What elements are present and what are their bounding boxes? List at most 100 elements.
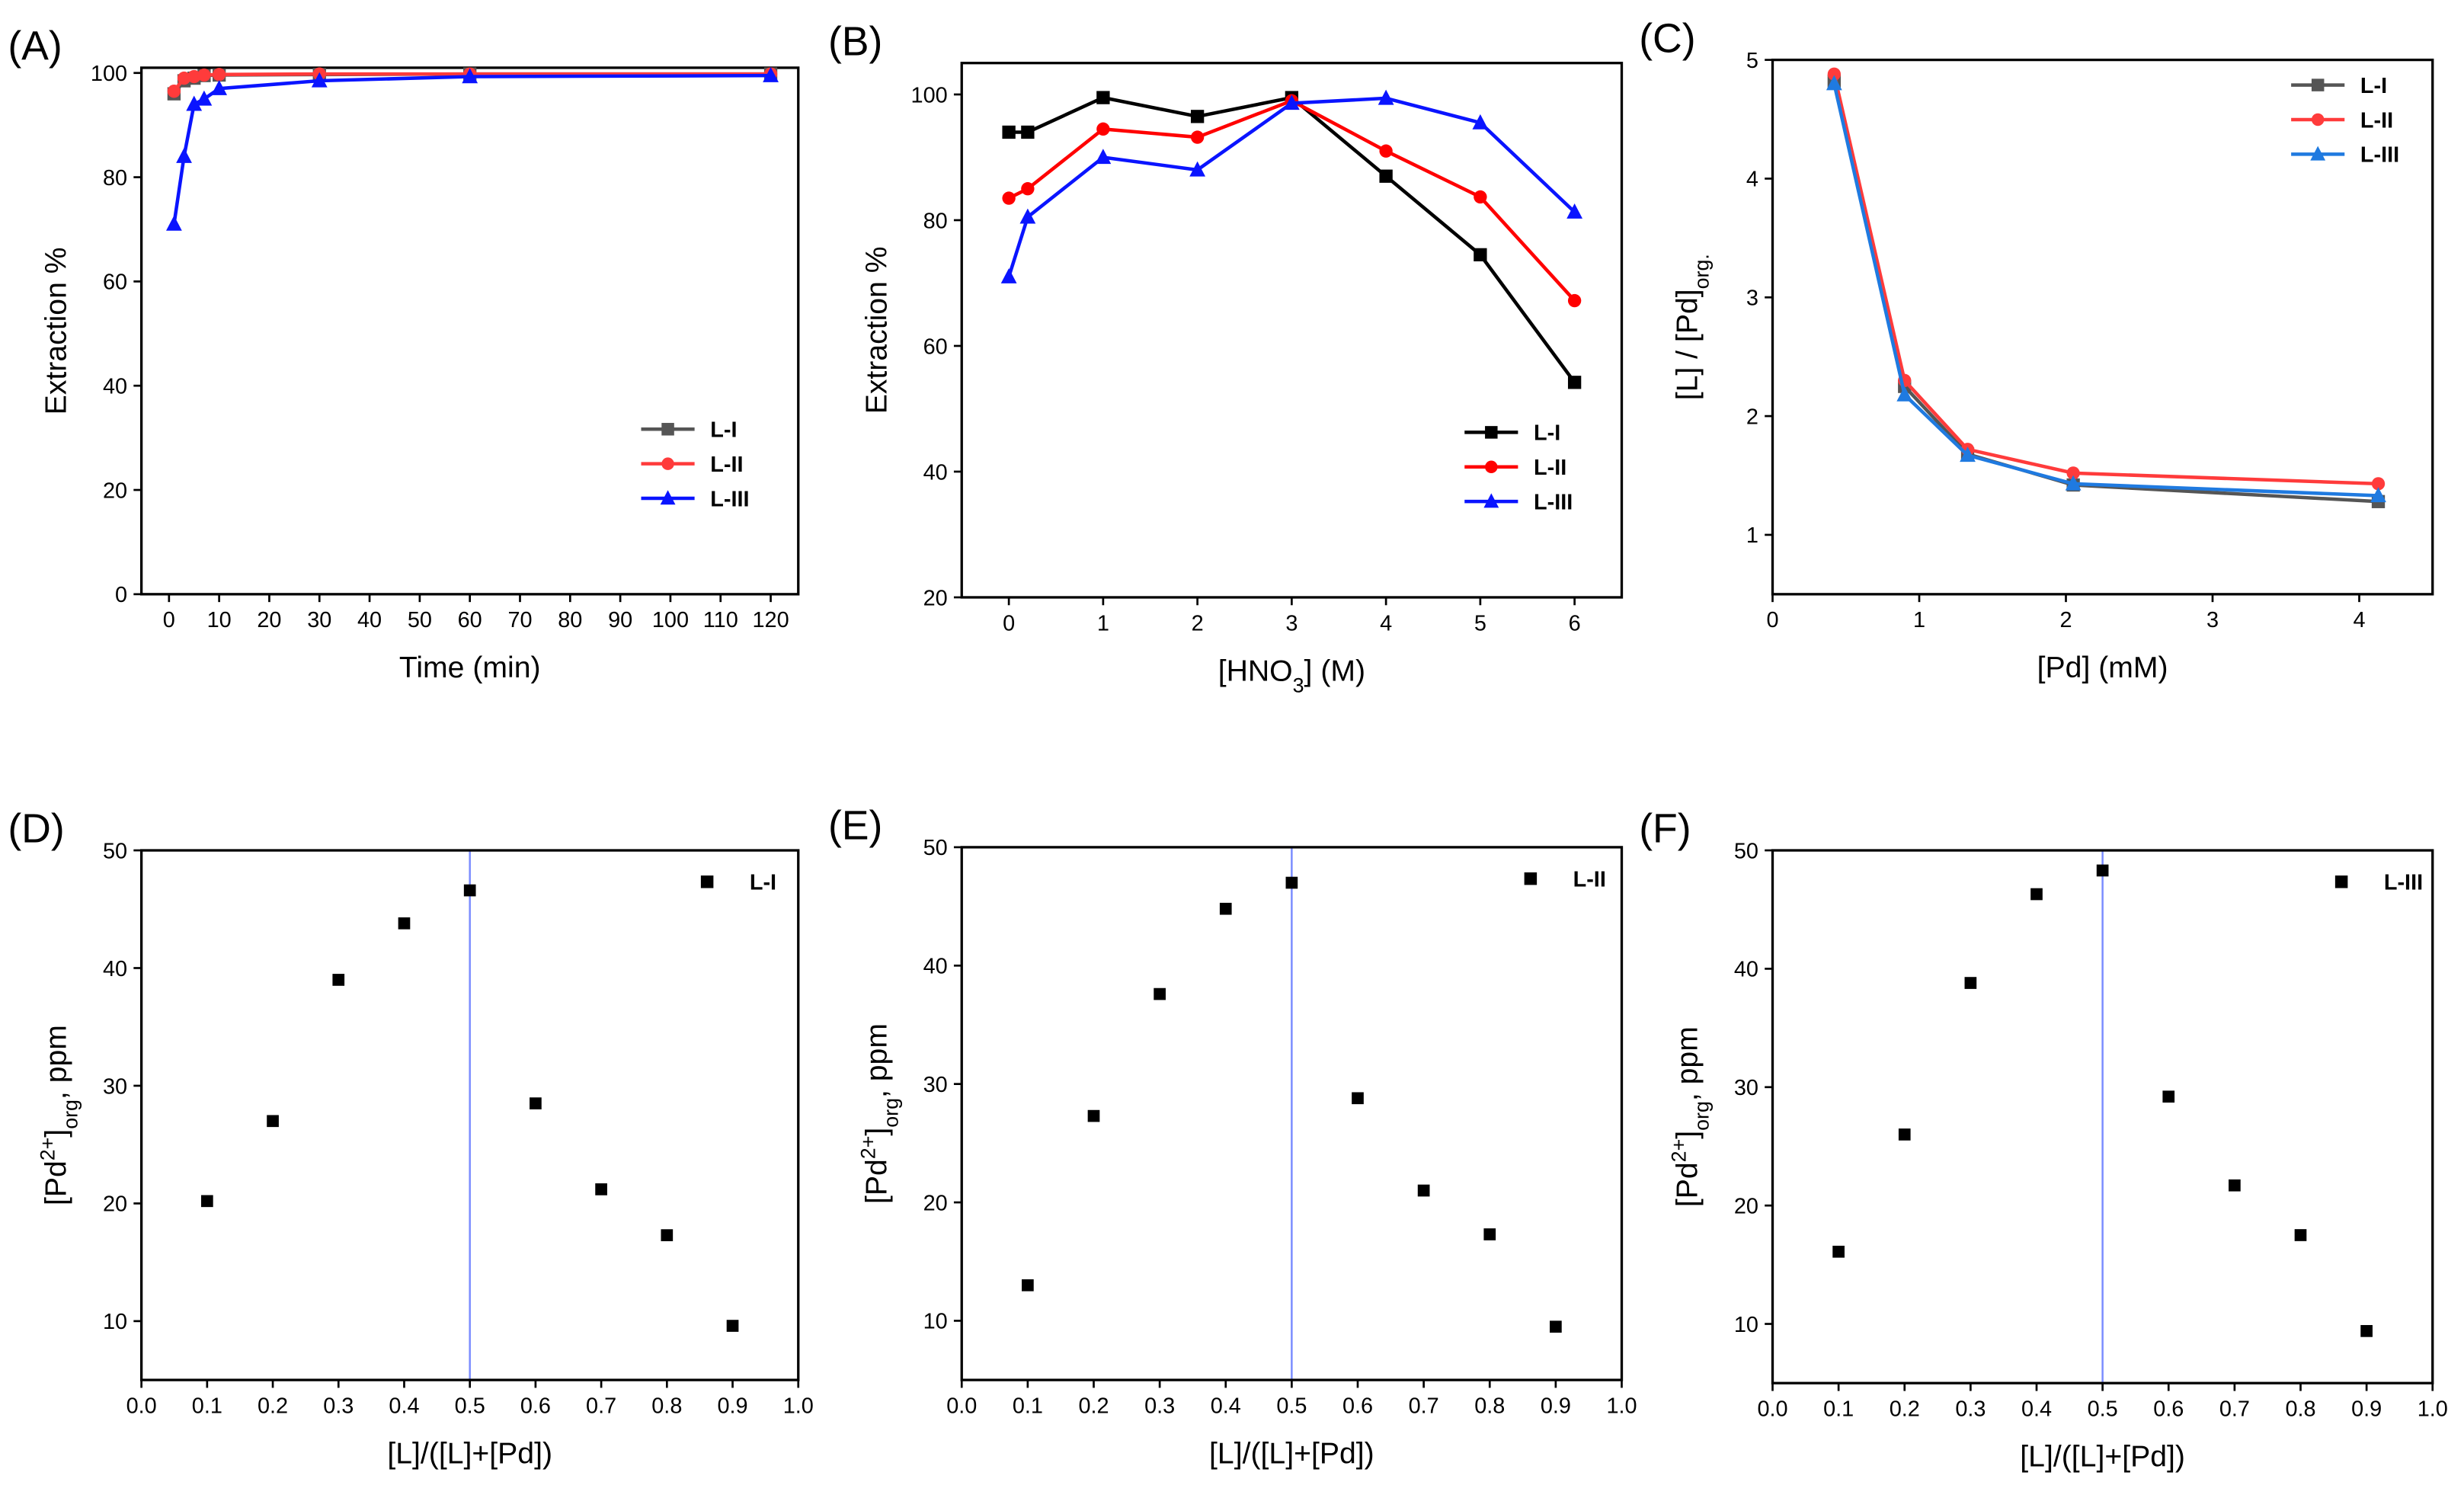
data-point: [1087, 1109, 1100, 1122]
y-tick-label: 10: [923, 1310, 948, 1334]
panel-letter: (B): [828, 18, 882, 64]
x-axis-label: [Pd] (mM): [2037, 651, 2168, 684]
x-tick-label: 60: [458, 608, 482, 632]
legend-label: L-III: [710, 487, 749, 511]
series-l-i: [1002, 91, 1582, 389]
data-point: [1960, 447, 1976, 463]
x-tick-label: 2: [2059, 608, 2072, 632]
series-line: [1832, 83, 2379, 498]
legend-marker: [2310, 146, 2326, 161]
y-axis-label-part: [L] / [Pd]: [1672, 289, 1704, 400]
x-tick-label: 0.9: [1541, 1394, 1571, 1418]
x-axis-label-part: [HNO: [1218, 655, 1293, 687]
data-point: [1964, 977, 1977, 989]
x-tick-label: 0.2: [1890, 1397, 1920, 1422]
x-tick-label: 0.4: [1211, 1394, 1241, 1418]
data-point: [763, 66, 779, 82]
data-point: [1379, 169, 1393, 183]
data-point: [2096, 864, 2109, 877]
x-tick-label: 90: [608, 608, 632, 632]
y-tick-label: 40: [923, 955, 948, 979]
series-l-ii: [1827, 67, 2386, 491]
x-tick-label: 0: [1766, 608, 1778, 632]
y-axis-label-part: org: [59, 1099, 82, 1129]
x-tick-label: 0.5: [1276, 1394, 1307, 1418]
x-tick-label: 0.5: [455, 1394, 485, 1418]
data-point: [196, 90, 213, 106]
x-tick-label: 2: [1192, 611, 1204, 635]
legend-label: L-III: [2360, 143, 2399, 168]
series-l-iii: [1000, 89, 1583, 283]
data-point: [1285, 876, 1298, 889]
data-point: [1021, 182, 1035, 196]
y-axis-label-part: , ppm: [1672, 1026, 1704, 1101]
data-point: [1483, 1228, 1496, 1240]
legend: L-I L-II L-III: [2291, 74, 2399, 168]
x-tick-label: 100: [652, 608, 689, 632]
y-axis-label-part: 2+: [856, 1136, 879, 1160]
data-point: [1219, 902, 1232, 915]
legend-marker: [661, 457, 674, 470]
legend: L-III: [2334, 871, 2423, 895]
legend: L-I L-II L-III: [641, 418, 750, 511]
x-tick-label: 4: [2353, 608, 2365, 632]
y-tick-label: 50: [923, 836, 948, 860]
x-tick-label: 20: [257, 608, 281, 632]
y-axis-label-part: org.: [1691, 254, 1714, 289]
y-tick-label: 40: [923, 460, 948, 485]
data-point: [1022, 1279, 1034, 1292]
x-tick-label: 0.1: [1013, 1394, 1043, 1418]
y-axis-label-part: , ppm: [860, 1023, 893, 1098]
legend-label: L-II: [2360, 108, 2393, 133]
y-tick-label: 60: [923, 334, 948, 359]
y-axis-label-part: 2+: [37, 1138, 59, 1161]
data-point: [530, 1097, 542, 1109]
x-tick-label: 0.9: [717, 1394, 747, 1418]
data-point: [186, 95, 203, 111]
x-tick-label: 70: [507, 608, 532, 632]
legend-marker: [2311, 78, 2325, 91]
x-tick-label: 0.7: [586, 1394, 616, 1418]
data-point: [1190, 130, 1205, 144]
x-tick-label: 6: [1569, 611, 1581, 635]
chart-panel-f: (F) 0.0 0.1 0.2 0.3 0.4 0.5 0.6 0.7 0.8 0.9 1.0 10 20…: [1639, 806, 2448, 1474]
y-axis-label-part: 2+: [1668, 1139, 1691, 1163]
data-point: [177, 71, 191, 85]
legend: L-I L-II L-III: [1464, 421, 1573, 514]
y-tick-label: 10: [103, 1310, 127, 1334]
data-point: [212, 68, 226, 82]
chart-panel-d: (D) 0.0 0.1 0.2 0.3 0.4 0.5 0.6 0.7 0.8 0.9 1.0 10 20…: [8, 806, 814, 1471]
data-point: [2294, 1229, 2307, 1241]
x-tick-label: 0: [163, 608, 175, 632]
panel-letter: (F): [1639, 806, 1691, 852]
x-axis-label-part: [L]/([L]+[Pd]): [1209, 1437, 1374, 1470]
y-tick-label: 60: [103, 270, 127, 295]
x-axis-label-part: [L]/([L]+[Pd]): [2020, 1441, 2185, 1474]
x-tick-label: 0.3: [323, 1394, 354, 1418]
plot-frame: [1771, 58, 2434, 596]
series-line: [1832, 73, 2379, 486]
series-line: [1009, 95, 1576, 384]
y-axis-label-part: org: [1691, 1101, 1714, 1131]
x-tick-label: 0.0: [126, 1394, 157, 1418]
y-tick-label: 2: [1746, 405, 1758, 429]
data-point: [311, 72, 328, 88]
y-tick-label: 40: [103, 375, 127, 399]
x-axis-label: [L]/([L]+[Pd]): [2020, 1441, 2185, 1474]
x-tick-label: 0.1: [192, 1394, 222, 1418]
data-point: [197, 68, 211, 82]
x-tick-label: 0.9: [2351, 1397, 2382, 1422]
legend-label: L-III: [2384, 871, 2423, 895]
data-point: [2066, 466, 2080, 480]
legend: L-II: [1524, 867, 1606, 891]
x-tick-label: 0.4: [389, 1394, 419, 1418]
x-tick-label: 1: [1097, 611, 1109, 635]
legend-marker: [661, 423, 674, 436]
data-point: [167, 85, 181, 98]
series-l-iii: [1832, 864, 2373, 1337]
panel-letter: (C): [1639, 15, 1695, 61]
data-point: [1474, 190, 1487, 204]
data-point: [1189, 161, 1206, 177]
x-axis-label: [HNO3] (M): [1218, 655, 1365, 696]
y-tick-label: 20: [923, 1191, 948, 1215]
